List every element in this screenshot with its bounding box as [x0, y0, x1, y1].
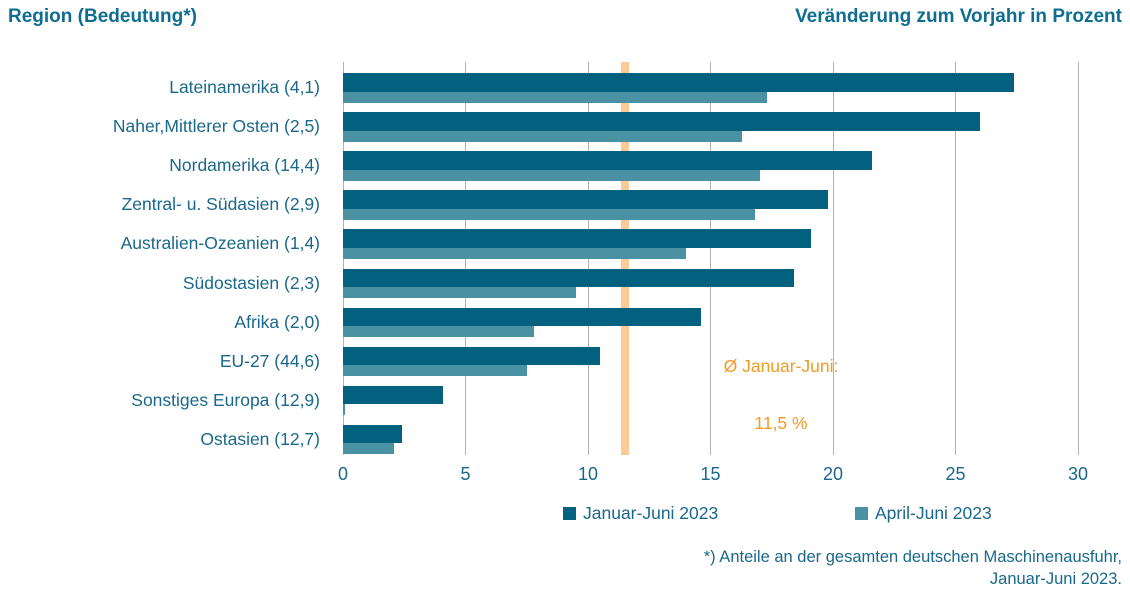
gridline — [832, 62, 834, 455]
bar-apr-juni — [343, 130, 743, 142]
bar-apr-juni — [343, 365, 527, 377]
category-label: Sonstiges Europa (12,9) — [131, 389, 320, 410]
bar-apr-juni — [343, 247, 686, 259]
category-label: Afrika (2,0) — [234, 311, 320, 332]
bar-apr-juni — [343, 443, 395, 455]
x-tick-label: 5 — [460, 464, 471, 484]
bar-jan-juni — [343, 268, 794, 287]
category-label: Ostasien (12,7) — [200, 428, 320, 449]
bar-jan-juni — [343, 307, 701, 327]
bar-jan-juni — [343, 346, 601, 366]
legend-label: April-Juni 2023 — [875, 503, 992, 523]
bar-apr-juni — [343, 326, 535, 338]
x-tick-label: 15 — [700, 464, 721, 484]
x-tick-label: 20 — [822, 464, 844, 484]
category-label: Südostasien (2,3) — [182, 272, 320, 293]
bar-jan-juni — [343, 73, 1015, 92]
gridline — [1077, 62, 1079, 455]
legend-item: Januar-Juni 2023 — [563, 503, 718, 524]
bar-apr-juni — [343, 91, 767, 103]
category-label: EU-27 (44,6) — [219, 350, 320, 371]
gridline — [710, 62, 711, 455]
category-label: Australien-Ozeanien (1,4) — [120, 233, 320, 254]
gridline — [955, 62, 956, 455]
x-tick-label: 10 — [577, 464, 599, 484]
plot-area — [342, 62, 1079, 455]
bar-jan-juni — [343, 385, 444, 405]
legend: Januar-Juni 2023 April-Juni 2023 — [0, 503, 1130, 529]
bar-jan-juni — [343, 190, 829, 209]
legend-marker-icon — [563, 507, 576, 520]
bar-jan-juni — [343, 229, 811, 248]
category-label-column: Lateinamerika (4,1) Naher,Mittlerer Osten… — [0, 68, 331, 459]
legend-marker-icon — [855, 507, 868, 520]
bar-apr-juni — [343, 404, 346, 416]
right-axis-title: Veränderung zum Vorjahr in Prozent — [795, 6, 1122, 27]
bar-apr-juni — [343, 287, 576, 298]
bar-jan-juni — [343, 151, 873, 170]
bar-apr-juni — [343, 208, 755, 220]
footnote-line-1: *) Anteile an der gesamten deutschen Mas… — [703, 548, 1122, 566]
category-label: Naher,Mittlerer Osten (2,5) — [112, 116, 320, 137]
bar-jan-juni — [343, 112, 980, 131]
x-tick-label: 0 — [337, 464, 348, 484]
footnote: *) Anteile an der gesamten deutschen Mas… — [704, 546, 1122, 590]
legend-item: April-Juni 2023 — [855, 503, 992, 524]
bar-jan-juni — [343, 424, 402, 444]
bar-apr-juni — [343, 169, 760, 181]
average-annotation-label: Ø Januar-Juni: — [723, 356, 839, 376]
category-label: Nordamerika (14,4) — [169, 155, 320, 176]
x-tick-label: 30 — [1067, 464, 1089, 484]
x-axis: 0 5 10 15 20 25 30 — [338, 464, 1088, 488]
x-tick-label: 25 — [945, 464, 966, 484]
category-label: Lateinamerika (4,1) — [169, 77, 320, 98]
category-label: Zentral- u. Südasien (2,9) — [121, 194, 320, 215]
footnote-line-2: Januar-Juni 2023. — [989, 570, 1122, 588]
average-annotation-value: 11,5 % — [754, 413, 808, 433]
legend-label: Januar-Juni 2023 — [583, 503, 719, 523]
left-axis-title: Region (Bedeutung*) — [8, 6, 197, 27]
